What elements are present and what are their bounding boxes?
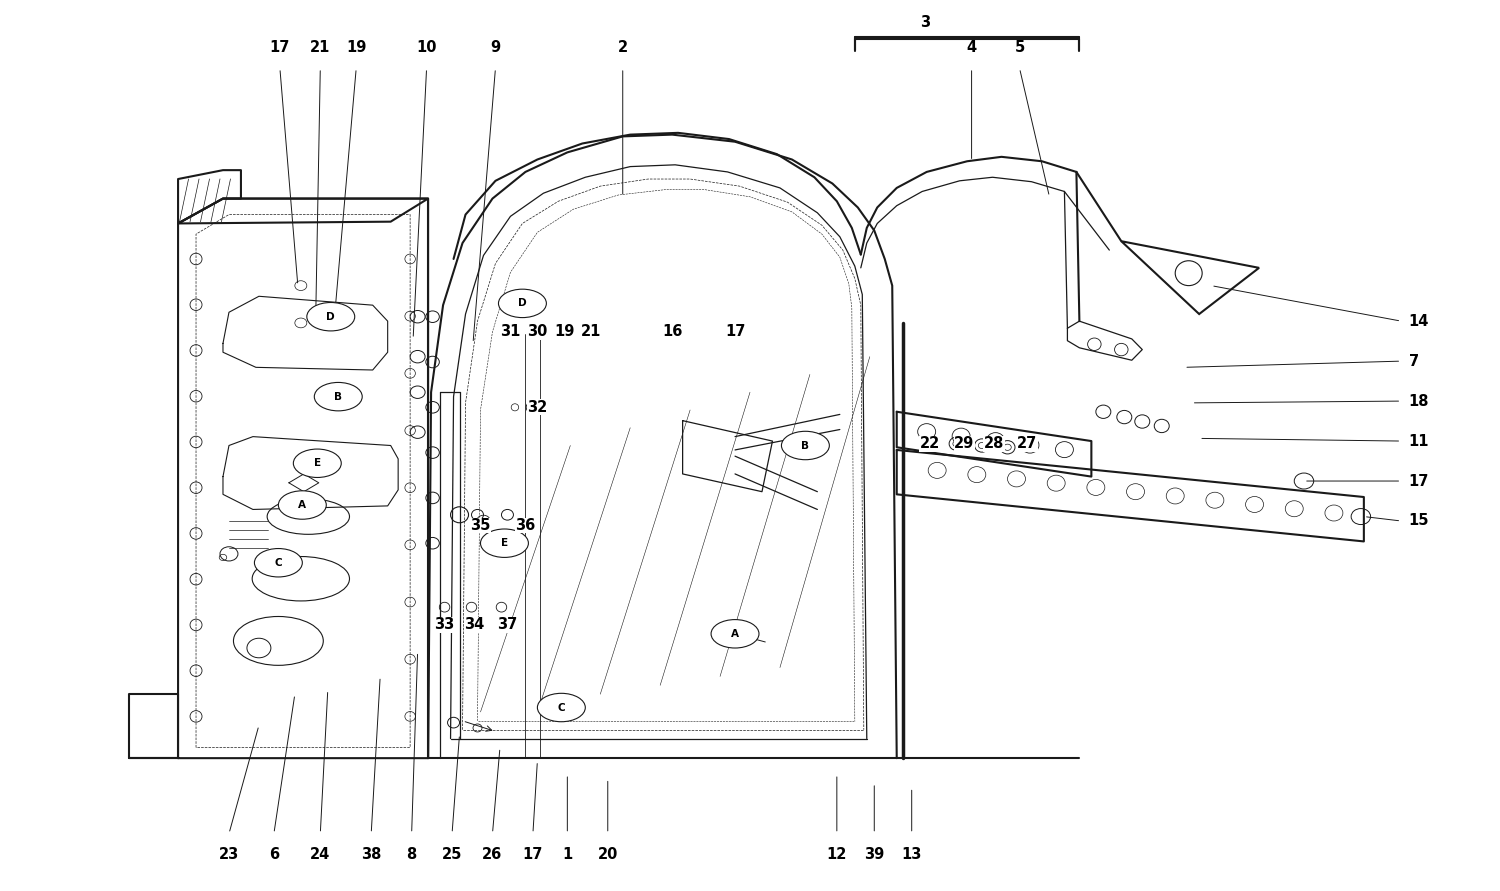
Text: 3: 3 [920, 15, 930, 29]
Circle shape [711, 619, 759, 648]
Circle shape [782, 431, 830, 460]
Circle shape [294, 449, 342, 478]
Text: E: E [314, 458, 321, 469]
Text: 10: 10 [417, 40, 436, 54]
Circle shape [255, 549, 303, 577]
Circle shape [498, 290, 546, 317]
Text: 17: 17 [724, 324, 746, 339]
Text: A: A [730, 629, 740, 639]
Circle shape [279, 491, 327, 519]
Text: 17: 17 [270, 40, 290, 54]
Text: 28: 28 [984, 437, 1004, 451]
Text: 35: 35 [471, 518, 490, 533]
Text: 37: 37 [498, 617, 517, 633]
Circle shape [308, 303, 354, 331]
Text: 31: 31 [501, 324, 520, 339]
Text: 36: 36 [516, 518, 536, 533]
Text: 34: 34 [465, 617, 484, 633]
Text: 4: 4 [966, 40, 976, 54]
Text: 6: 6 [268, 847, 279, 862]
Text: 20: 20 [597, 847, 618, 862]
Text: 19: 19 [346, 40, 366, 54]
Text: C: C [274, 558, 282, 568]
Text: 19: 19 [554, 324, 574, 339]
Circle shape [537, 693, 585, 722]
Text: 26: 26 [483, 847, 502, 862]
Text: C: C [558, 702, 566, 713]
Circle shape [315, 382, 362, 411]
Text: 7: 7 [1408, 354, 1419, 369]
Text: 18: 18 [1408, 394, 1430, 409]
Text: 29: 29 [954, 437, 974, 451]
Text: 23: 23 [219, 847, 239, 862]
Text: B: B [801, 440, 810, 451]
Text: 21: 21 [310, 40, 330, 54]
Text: E: E [501, 538, 509, 548]
Text: 22: 22 [920, 437, 940, 451]
Text: 13: 13 [902, 847, 922, 862]
Text: D: D [518, 298, 526, 308]
Text: 11: 11 [1408, 434, 1430, 448]
Text: 1: 1 [562, 847, 573, 862]
Text: 38: 38 [362, 847, 381, 862]
Text: D: D [327, 312, 334, 322]
Text: B: B [334, 392, 342, 402]
Circle shape [480, 529, 528, 558]
Text: 12: 12 [827, 847, 848, 862]
Text: 5: 5 [1014, 40, 1025, 54]
Text: 9: 9 [490, 40, 501, 54]
Text: 24: 24 [310, 847, 330, 862]
Text: 15: 15 [1408, 513, 1430, 528]
Text: 27: 27 [1017, 437, 1036, 451]
Text: 39: 39 [864, 847, 885, 862]
Text: 8: 8 [406, 847, 417, 862]
Text: A: A [298, 500, 306, 510]
Text: 21: 21 [580, 324, 602, 339]
Text: 16: 16 [662, 324, 682, 339]
Text: 2: 2 [618, 40, 628, 54]
Text: 25: 25 [442, 847, 462, 862]
Text: 17: 17 [1408, 473, 1430, 488]
Text: 17: 17 [522, 847, 543, 862]
Text: 33: 33 [435, 617, 454, 633]
Text: 30: 30 [526, 324, 548, 339]
Text: 14: 14 [1408, 314, 1430, 329]
Text: 32: 32 [528, 400, 548, 415]
